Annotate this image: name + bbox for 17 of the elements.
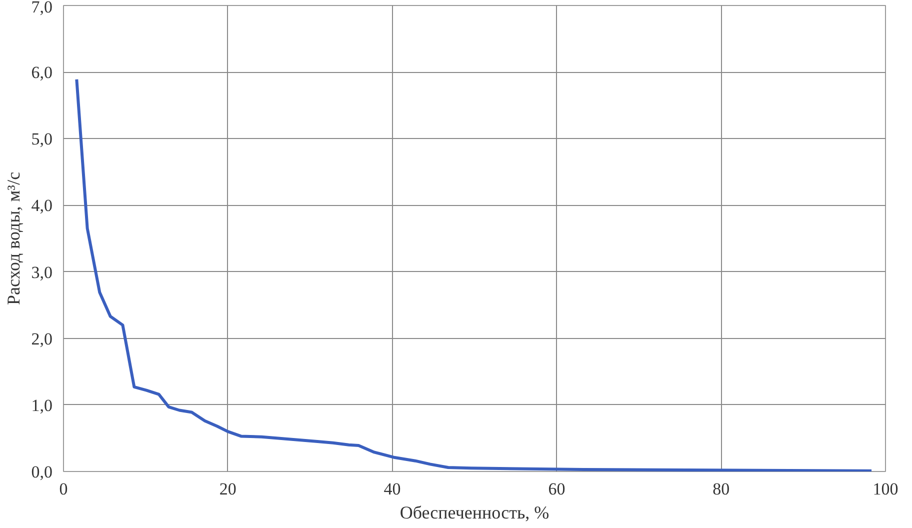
- x-tick-label: 80: [712, 480, 730, 498]
- y-tick-label: 7,0: [31, 0, 52, 16]
- y-tick-label: 2,0: [31, 329, 52, 348]
- x-tick-label: 0: [59, 480, 68, 498]
- x-tick-label: 60: [548, 480, 566, 498]
- x-tick-label: 40: [384, 480, 401, 498]
- y-tick-label: 1,0: [31, 396, 52, 415]
- y-tick-label: 3,0: [31, 262, 52, 282]
- y-tick-label: 4,0: [31, 196, 52, 216]
- x-tick-label: 100: [872, 480, 898, 498]
- y-axis-title: Расход воды, м³/с: [3, 172, 24, 306]
- y-tick-label: 6,0: [31, 63, 52, 82]
- x-tick-label: 20: [219, 480, 236, 498]
- line-series: [75, 78, 874, 472]
- y-tick-label: 5,0: [31, 130, 52, 149]
- y-tick-label: 0,0: [31, 462, 52, 482]
- x-axis-title: Обеспеченность, %: [400, 502, 550, 522]
